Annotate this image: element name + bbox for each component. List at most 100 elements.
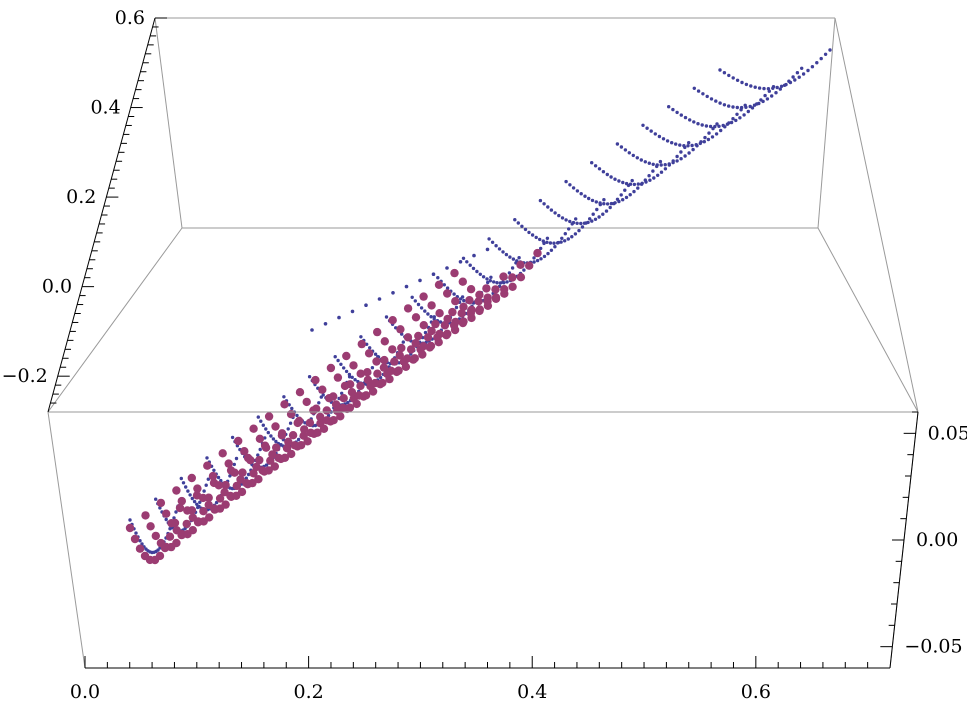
magenta-point xyxy=(322,416,332,425)
blue-point xyxy=(667,162,671,166)
magenta-point xyxy=(322,406,331,415)
box-edge xyxy=(817,227,919,413)
blue-point xyxy=(228,474,232,478)
magenta-point xyxy=(363,368,372,377)
magenta-point xyxy=(221,480,230,490)
blue-point xyxy=(244,476,248,480)
blue-point xyxy=(568,183,572,187)
magenta-point xyxy=(302,397,311,407)
blue-point xyxy=(742,113,746,117)
blue-point xyxy=(696,122,700,126)
x-tick-label: 0.6 xyxy=(741,681,771,703)
blue-point xyxy=(731,76,735,80)
blue-point xyxy=(763,93,767,98)
magenta-point xyxy=(347,388,357,397)
blue-point xyxy=(465,260,469,264)
magenta-point xyxy=(354,391,364,400)
magenta-point xyxy=(500,289,509,298)
magenta-point xyxy=(318,385,327,394)
blue-point xyxy=(598,201,602,205)
blue-point xyxy=(495,281,499,285)
magenta-point xyxy=(125,523,135,533)
blue-point xyxy=(269,434,273,438)
blue-point xyxy=(595,207,599,212)
magenta-point xyxy=(155,551,165,561)
magenta-point xyxy=(274,453,283,463)
magenta-point xyxy=(331,400,341,409)
magenta-point xyxy=(339,394,348,403)
blue-point xyxy=(333,355,337,359)
magenta-point xyxy=(435,309,444,318)
blue-point xyxy=(492,280,496,284)
blue-point xyxy=(653,132,657,136)
magenta-point xyxy=(373,369,382,378)
blue-point xyxy=(621,180,625,185)
blue-point xyxy=(655,163,659,167)
magenta-point xyxy=(234,436,243,446)
blue-point xyxy=(675,159,679,163)
magenta-point xyxy=(440,321,450,330)
blue-point xyxy=(234,456,239,461)
blue-point xyxy=(271,437,276,441)
blue-point xyxy=(452,292,456,296)
magenta-point xyxy=(451,297,460,306)
magenta-point xyxy=(329,416,338,425)
blue-point xyxy=(683,115,688,120)
blue-point xyxy=(588,217,592,221)
blue-point xyxy=(575,221,579,225)
blue-point xyxy=(498,281,503,285)
blue-point xyxy=(579,192,583,196)
magenta-point xyxy=(372,357,381,366)
blue-point xyxy=(339,362,343,366)
blue-point xyxy=(552,241,556,245)
blue-point xyxy=(377,297,382,301)
magenta-point xyxy=(205,513,214,522)
magenta-point xyxy=(218,449,227,458)
blue-point xyxy=(190,496,194,501)
blue-point xyxy=(560,216,565,220)
blue-point xyxy=(549,208,554,212)
blue-point xyxy=(290,406,294,411)
blue-point xyxy=(172,516,176,520)
blue-point xyxy=(164,517,168,522)
magenta-point xyxy=(380,355,389,365)
magenta-point xyxy=(388,345,397,354)
blue-point xyxy=(192,499,197,504)
blue-point xyxy=(722,71,727,75)
magenta-point xyxy=(401,362,411,371)
blue-point xyxy=(288,421,293,425)
magenta-point xyxy=(214,481,223,490)
blue-point xyxy=(401,340,405,344)
blue-point xyxy=(574,217,578,221)
blue-point xyxy=(766,87,771,91)
magenta-point xyxy=(448,307,457,317)
blue-point xyxy=(597,215,601,219)
blue-point xyxy=(591,212,595,216)
blue-point xyxy=(619,193,623,197)
blue-point xyxy=(692,120,696,124)
blue-point xyxy=(258,447,262,452)
blue-point xyxy=(534,235,538,240)
blue-point xyxy=(564,179,568,184)
box-edge xyxy=(154,17,183,229)
blue-point xyxy=(778,87,782,91)
blue-point xyxy=(560,236,564,240)
blue-point xyxy=(501,250,505,254)
blue-point xyxy=(505,280,509,284)
magenta-point xyxy=(313,428,322,437)
magenta-point xyxy=(379,363,389,372)
blue-point xyxy=(413,299,417,303)
blue-point xyxy=(216,475,221,480)
blue-point xyxy=(690,143,694,148)
blue-point xyxy=(568,219,572,224)
magenta-point xyxy=(385,374,394,384)
magenta-point xyxy=(368,387,378,396)
blue-point xyxy=(532,260,536,264)
magenta-point xyxy=(240,447,249,456)
blue-point xyxy=(181,481,186,485)
blue-point xyxy=(542,202,546,206)
z-axis: 0.6 0.4 0.2 0.0 −0.2 xyxy=(2,7,167,413)
magenta-point xyxy=(465,296,474,305)
magenta-point xyxy=(249,469,258,478)
blue-point xyxy=(553,211,557,215)
